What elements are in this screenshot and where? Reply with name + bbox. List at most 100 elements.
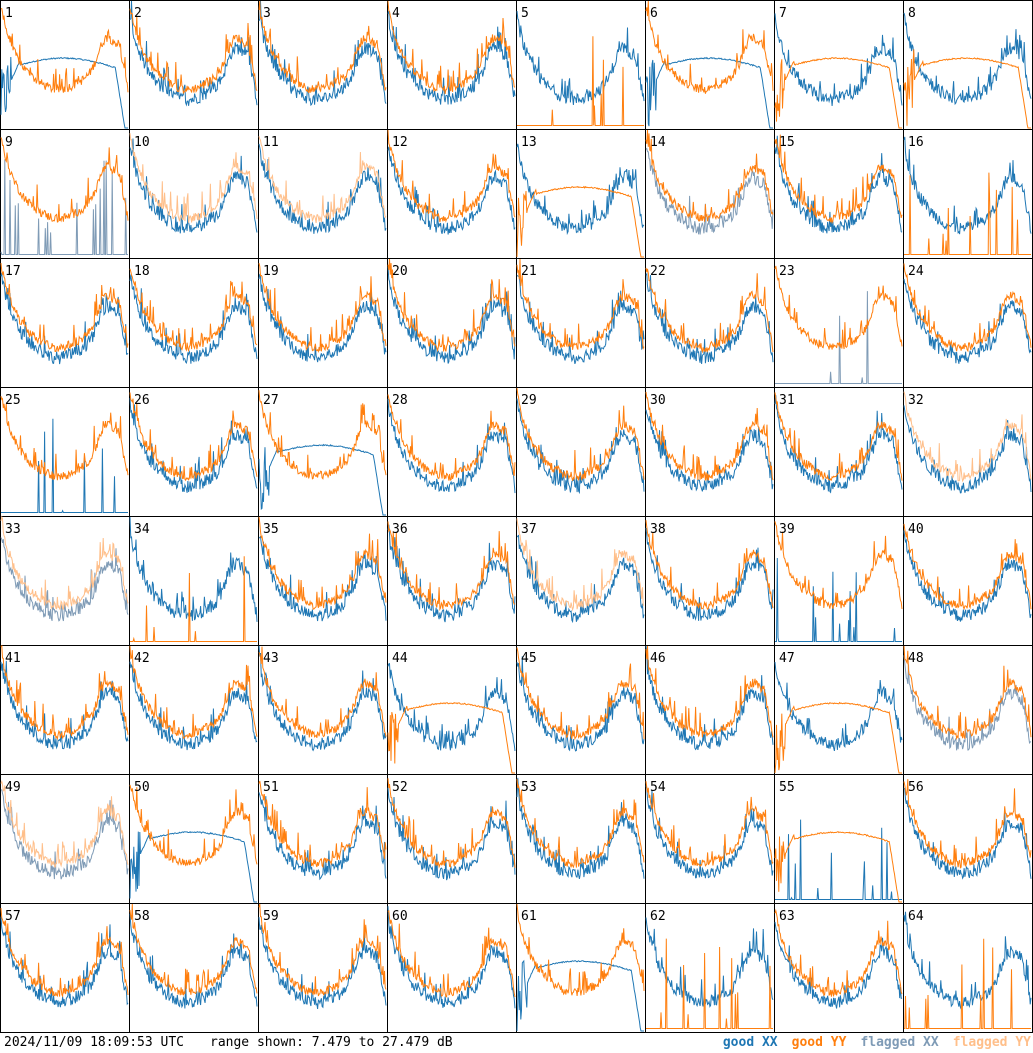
- panel-label: 7: [779, 6, 787, 21]
- series-yy-57: [0, 908, 129, 998]
- panel-5: 5: [516, 0, 646, 130]
- series-xx-2: [129, 0, 258, 107]
- panel-label: 62: [650, 909, 666, 924]
- panel-label: 44: [392, 651, 408, 666]
- series-yy-13: [516, 185, 644, 258]
- series-xx-17: [0, 272, 129, 365]
- panel-label: 12: [392, 135, 408, 150]
- series-yy-7: [774, 56, 902, 129]
- series-xx-42: [129, 661, 258, 751]
- panel-label: 11: [263, 135, 279, 150]
- series-xx-36: [387, 524, 516, 623]
- series-xx-22: [645, 272, 774, 365]
- panel-11: 11: [258, 129, 388, 259]
- series-yy-39: [774, 521, 903, 610]
- series-yy-4: [387, 0, 516, 94]
- panel-label: 42: [134, 651, 150, 666]
- series-xx-12: [387, 146, 516, 235]
- series-xx-64: [903, 911, 1032, 1010]
- series-xx-19: [258, 273, 387, 363]
- series-xx-46: [645, 645, 774, 751]
- panel-21: 21: [516, 258, 646, 388]
- panel-label: 14: [650, 135, 666, 150]
- panel-label: 4: [392, 6, 400, 21]
- series-xx-34: [129, 517, 258, 622]
- series-yy-53: [516, 778, 645, 869]
- series-yy-52: [387, 778, 516, 869]
- series-xx-44: [387, 662, 516, 752]
- panel-label: 20: [392, 264, 408, 279]
- series-yy-46: [645, 645, 774, 738]
- series-yy-33: [0, 515, 129, 611]
- series-yy-9: [0, 137, 129, 223]
- panel-label: 48: [908, 651, 924, 666]
- series-yy-22: [645, 267, 774, 354]
- panel-frame: [645, 258, 775, 388]
- series-xx-31: [774, 395, 903, 494]
- series-yy-16: [904, 172, 1031, 255]
- series-xx-10: [129, 138, 258, 234]
- panel-label: 2: [134, 6, 142, 21]
- series-yy-62: [646, 938, 773, 1029]
- legend-good-xx: good XX: [722, 1035, 778, 1050]
- panel-label: 37: [521, 522, 537, 537]
- panel-63: 63: [774, 903, 904, 1033]
- series-yy-3: [258, 0, 387, 94]
- panel-label: 36: [392, 522, 408, 537]
- panel-6: 6: [645, 0, 775, 130]
- series-xx-40: [903, 530, 1032, 622]
- series-xx-56: [903, 787, 1032, 880]
- panel-40: 40: [903, 516, 1033, 646]
- panel-53: 53: [516, 774, 646, 904]
- panel-label: 58: [134, 909, 150, 924]
- panel-26: 26: [129, 387, 259, 517]
- series-xx-28: [387, 398, 516, 494]
- series-yy-20: [387, 258, 516, 353]
- series-yy-37: [516, 518, 645, 612]
- series-yy-34: [130, 556, 257, 642]
- timestamp: 2024/11/09 18:09:53 UTC: [4, 1035, 185, 1050]
- panel-label: 35: [263, 522, 279, 537]
- panel-8: 8: [903, 0, 1033, 130]
- series-yy-32: [903, 391, 1032, 483]
- panel-label: 17: [5, 264, 21, 279]
- panel-23: 23: [774, 258, 904, 388]
- series-yy-44: [387, 701, 515, 774]
- panel-33: 33: [0, 515, 130, 646]
- panel-54: 54: [645, 774, 775, 904]
- series-yy-43: [258, 646, 387, 738]
- series-xx-21: [516, 275, 645, 365]
- panel-label: 47: [779, 651, 795, 666]
- series-xx-5: [516, 11, 645, 105]
- series-xx-14: [645, 147, 774, 235]
- panel-label: 38: [650, 522, 666, 537]
- series-yy-54: [645, 781, 774, 868]
- series-yy-2: [129, 8, 258, 95]
- panel-60: 60: [387, 903, 517, 1033]
- legend-flagged-yy: flagged YY: [952, 1035, 1031, 1050]
- panel-9: 9: [0, 129, 130, 259]
- panel-39: 39: [774, 516, 904, 646]
- panel-label: 46: [650, 651, 666, 666]
- series-xx-58: [129, 913, 258, 1009]
- panel-label: 52: [392, 780, 408, 795]
- series-yy-21: [516, 258, 645, 351]
- series-xx-39: [775, 557, 902, 642]
- panel-44: 44: [387, 645, 517, 775]
- panel-label: 5: [521, 6, 529, 21]
- panel-29: 29: [516, 387, 646, 517]
- legend: good XX good YY flagged XX flagged YY: [723, 1034, 1031, 1052]
- panel-frame: [903, 0, 1033, 130]
- series-yy-59: [258, 903, 387, 997]
- series-yy-61: [516, 903, 645, 996]
- panel-4: 4: [387, 0, 517, 130]
- panel-51: 51: [258, 774, 388, 904]
- series-xx-52: [387, 787, 516, 881]
- panel-56: 56: [903, 774, 1033, 904]
- panel-label: 26: [134, 393, 150, 408]
- panel-label: 6: [650, 6, 658, 21]
- series-yy-36: [387, 521, 516, 611]
- series-yy-12: [387, 129, 516, 223]
- panel-frame: [774, 0, 904, 130]
- series-xx-23: [775, 291, 902, 384]
